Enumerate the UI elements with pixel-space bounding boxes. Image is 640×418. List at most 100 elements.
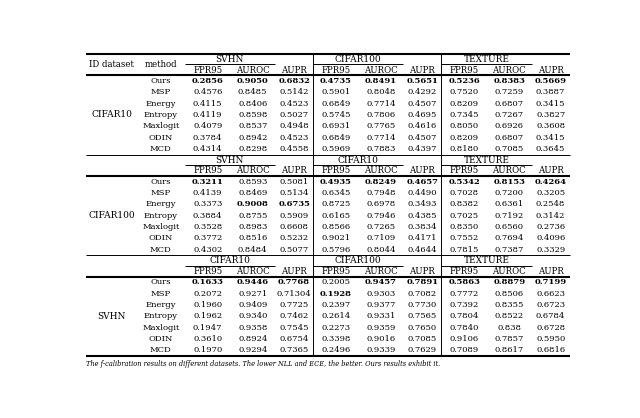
Text: 0.4397: 0.4397 (408, 145, 437, 153)
Text: 0.8942: 0.8942 (238, 134, 268, 142)
Text: 0.1960: 0.1960 (193, 301, 222, 309)
Text: 0.3827: 0.3827 (536, 111, 565, 119)
Text: 0.8522: 0.8522 (495, 312, 524, 320)
Text: AUROC: AUROC (492, 166, 526, 176)
Text: 0.2072: 0.2072 (193, 290, 222, 298)
Text: 0.8491: 0.8491 (365, 77, 397, 85)
Text: 0.9358: 0.9358 (238, 324, 268, 331)
Text: 0.9409: 0.9409 (238, 301, 268, 309)
Text: 0.6165: 0.6165 (321, 212, 351, 219)
Text: 0.9359: 0.9359 (366, 324, 396, 331)
Text: 0.7946: 0.7946 (366, 212, 396, 219)
Text: 0.8755: 0.8755 (238, 212, 268, 219)
Text: 0.9339: 0.9339 (366, 347, 396, 354)
Text: 0.7565: 0.7565 (408, 312, 437, 320)
Text: 0.7552: 0.7552 (450, 234, 479, 242)
Text: 0.8180: 0.8180 (450, 145, 479, 153)
Text: Energy: Energy (145, 301, 176, 309)
Text: 0.4385: 0.4385 (408, 212, 437, 219)
Text: 0.838: 0.838 (497, 324, 522, 331)
Text: AUPR: AUPR (538, 166, 564, 176)
Text: 0.8406: 0.8406 (238, 99, 268, 108)
Text: FPR95: FPR95 (450, 267, 479, 276)
Text: 0.3645: 0.3645 (536, 145, 565, 153)
Text: MCD: MCD (150, 246, 172, 254)
Text: Energy: Energy (145, 200, 176, 208)
Text: 0.4079: 0.4079 (193, 122, 223, 130)
Text: 0.9021: 0.9021 (321, 234, 351, 242)
Text: AUPR: AUPR (410, 166, 435, 176)
Text: 0.2614: 0.2614 (321, 312, 351, 320)
Text: 0.4115: 0.4115 (193, 99, 223, 108)
Text: CIFAR10: CIFAR10 (209, 256, 250, 265)
Text: 0.7694: 0.7694 (495, 234, 524, 242)
Text: 0.5669: 0.5669 (534, 77, 566, 85)
Text: 0.8484: 0.8484 (238, 246, 268, 254)
Text: 0.6816: 0.6816 (536, 347, 565, 354)
Text: 0.7815: 0.7815 (450, 246, 479, 254)
Text: 0.9303: 0.9303 (367, 290, 396, 298)
Text: 0.4935: 0.4935 (320, 178, 352, 186)
Text: 0.7025: 0.7025 (450, 212, 479, 219)
Text: 0.3887: 0.3887 (536, 88, 565, 96)
Text: 0.7840: 0.7840 (450, 324, 479, 331)
Text: CIFAR100: CIFAR100 (88, 211, 135, 220)
Text: Maxlogit: Maxlogit (142, 122, 180, 130)
Text: AUROC: AUROC (492, 267, 526, 276)
Text: 0.2005: 0.2005 (321, 278, 351, 286)
Text: 0.2548: 0.2548 (536, 200, 565, 208)
Text: 0.8153: 0.8153 (493, 178, 525, 186)
Text: 0.6723: 0.6723 (536, 301, 565, 309)
Text: CIFAR10: CIFAR10 (338, 156, 379, 165)
Text: 0.8209: 0.8209 (450, 134, 479, 142)
Text: 0.3398: 0.3398 (321, 335, 351, 343)
Text: 0.7772: 0.7772 (450, 290, 479, 298)
Text: 0.6784: 0.6784 (536, 312, 565, 320)
Text: 0.3608: 0.3608 (536, 122, 565, 130)
Text: 0.4139: 0.4139 (193, 189, 223, 197)
Text: 0.6849: 0.6849 (321, 134, 351, 142)
Text: AUROC: AUROC (236, 166, 269, 176)
Text: 0.5027: 0.5027 (280, 111, 308, 119)
Text: MSP: MSP (151, 88, 171, 96)
Text: 0.7199: 0.7199 (534, 278, 567, 286)
Text: MSP: MSP (151, 189, 171, 197)
Text: 0.6807: 0.6807 (495, 134, 524, 142)
Text: ODIN: ODIN (148, 234, 173, 242)
Text: 0.3415: 0.3415 (536, 99, 565, 108)
Text: 0.7028: 0.7028 (450, 189, 479, 197)
Text: 0.8516: 0.8516 (238, 234, 268, 242)
Text: 0.2273: 0.2273 (321, 324, 351, 331)
Text: TEXTURE: TEXTURE (463, 55, 509, 64)
Text: SVHN: SVHN (216, 55, 244, 64)
Text: SVHN: SVHN (216, 156, 244, 165)
Text: 0.5077: 0.5077 (280, 246, 308, 254)
Text: AUPR: AUPR (410, 66, 435, 75)
Text: 0.8355: 0.8355 (495, 301, 524, 309)
Text: 0.4292: 0.4292 (408, 88, 437, 96)
Text: 0.8298: 0.8298 (238, 145, 268, 153)
Text: 0.5236: 0.5236 (449, 77, 480, 85)
Text: 0.3415: 0.3415 (536, 134, 565, 142)
Text: 0.5745: 0.5745 (321, 111, 351, 119)
Text: 0.2496: 0.2496 (321, 347, 351, 354)
Text: Entropy: Entropy (144, 111, 178, 119)
Text: 0.7109: 0.7109 (367, 234, 396, 242)
Text: 0.6978: 0.6978 (367, 200, 396, 208)
Text: 0.3834: 0.3834 (408, 223, 437, 231)
Text: 0.3884: 0.3884 (193, 212, 223, 219)
Text: 0.3610: 0.3610 (193, 335, 222, 343)
Text: 0.7891: 0.7891 (406, 278, 438, 286)
Text: 0.4314: 0.4314 (193, 145, 223, 153)
Text: 0.5863: 0.5863 (449, 278, 480, 286)
Text: method: method (145, 60, 177, 69)
Text: 0.9294: 0.9294 (238, 347, 268, 354)
Text: 0.4096: 0.4096 (536, 234, 565, 242)
Text: 0.7545: 0.7545 (279, 324, 309, 331)
Text: 0.3373: 0.3373 (193, 200, 223, 208)
Text: 0.8209: 0.8209 (450, 99, 479, 108)
Text: CIFAR100: CIFAR100 (335, 256, 381, 265)
Text: 0.1633: 0.1633 (192, 278, 223, 286)
Text: 0.7857: 0.7857 (495, 335, 524, 343)
Text: 0.4558: 0.4558 (279, 145, 309, 153)
